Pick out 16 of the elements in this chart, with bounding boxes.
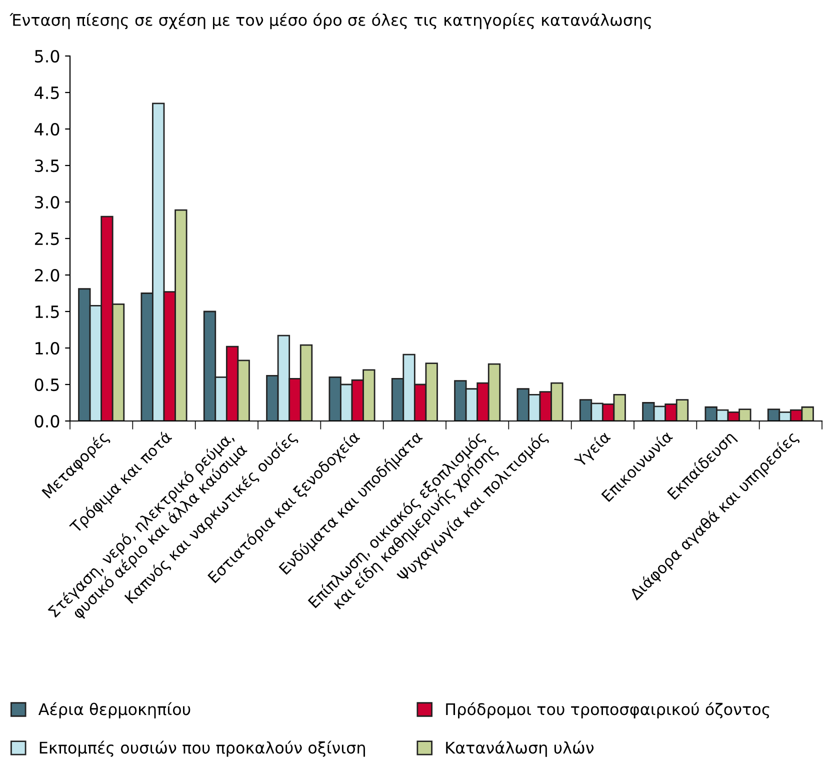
y-tick-label: 0.5 bbox=[34, 378, 59, 392]
legend-label: Αέρια θερμοκηπίου bbox=[38, 702, 190, 718]
y-tick-label: 3.5 bbox=[35, 159, 59, 172]
chart-title: Ένταση πίεσης σε σχέση με τον μέσο όρο σε όλες τις κατηγορίες κατανάλωσης bbox=[10, 12, 651, 30]
y-tick-label: 0.0 bbox=[34, 414, 60, 428]
y-tick-label: 4.5 bbox=[34, 86, 59, 100]
y-tick-label: 2.5 bbox=[34, 232, 59, 246]
y-tick-label: 5.0 bbox=[35, 50, 60, 63]
y-tick-label: 2.0 bbox=[34, 268, 60, 282]
y-tick-label: 4.0 bbox=[34, 122, 60, 136]
legend-label: Κατανάλωση υλών bbox=[446, 740, 594, 757]
y-tick-label: 1.5 bbox=[36, 306, 59, 318]
legend-label: Πρόδρομοι του τροποσφαιρικού όζοντος bbox=[446, 702, 770, 718]
legend-label: Εκπομπές ουσιών που προκαλούν οξίνιση bbox=[40, 740, 365, 757]
y-tick-label: 1.0 bbox=[36, 342, 60, 355]
y-tick-label: 3.0 bbox=[35, 196, 60, 209]
